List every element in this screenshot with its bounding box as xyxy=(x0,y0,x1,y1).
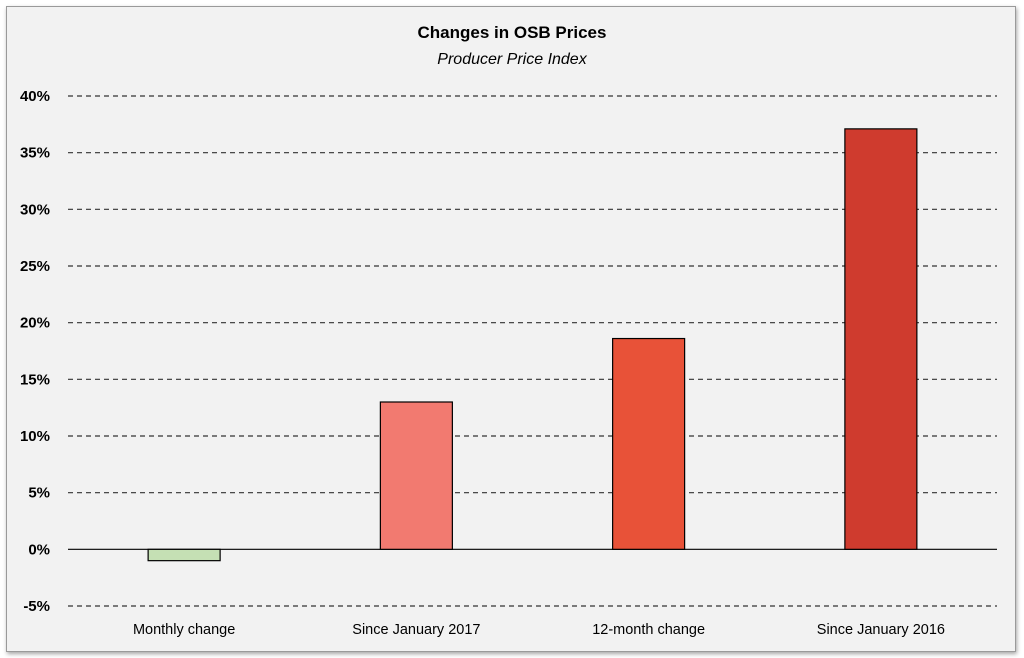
bar xyxy=(379,401,453,550)
y-tick-label: -5% xyxy=(23,598,50,615)
bar xyxy=(612,337,686,550)
bar xyxy=(844,128,918,550)
y-tick-label: 35% xyxy=(20,145,50,162)
y-tick-label: 30% xyxy=(20,201,50,218)
y-tick-label: 5% xyxy=(28,485,50,502)
y-tick-label: 40% xyxy=(20,88,50,105)
x-tick-label: Monthly change xyxy=(133,622,235,638)
chart-title: Changes in OSB Prices xyxy=(418,23,607,42)
y-tick-label: 10% xyxy=(20,428,50,445)
gridlines xyxy=(68,95,997,607)
bar xyxy=(147,548,221,562)
chart-subtitle: Producer Price Index xyxy=(437,51,587,68)
x-tick-label: Since January 2017 xyxy=(352,622,480,638)
x-axis-ticks: Monthly change Since January 2017 12-month… xyxy=(133,622,945,638)
y-tick-label: 15% xyxy=(20,371,50,388)
x-tick-label: 12-month change xyxy=(592,622,705,638)
bars xyxy=(147,128,918,562)
y-tick-label: 20% xyxy=(20,315,50,332)
y-tick-label: 0% xyxy=(28,541,50,558)
y-tick-label: 25% xyxy=(20,258,50,275)
x-tick-label: Since January 2016 xyxy=(817,622,945,638)
y-axis-ticks: 40% 35% 30% 25% 20% 15% 10% 5% 0% -5% xyxy=(20,88,50,615)
